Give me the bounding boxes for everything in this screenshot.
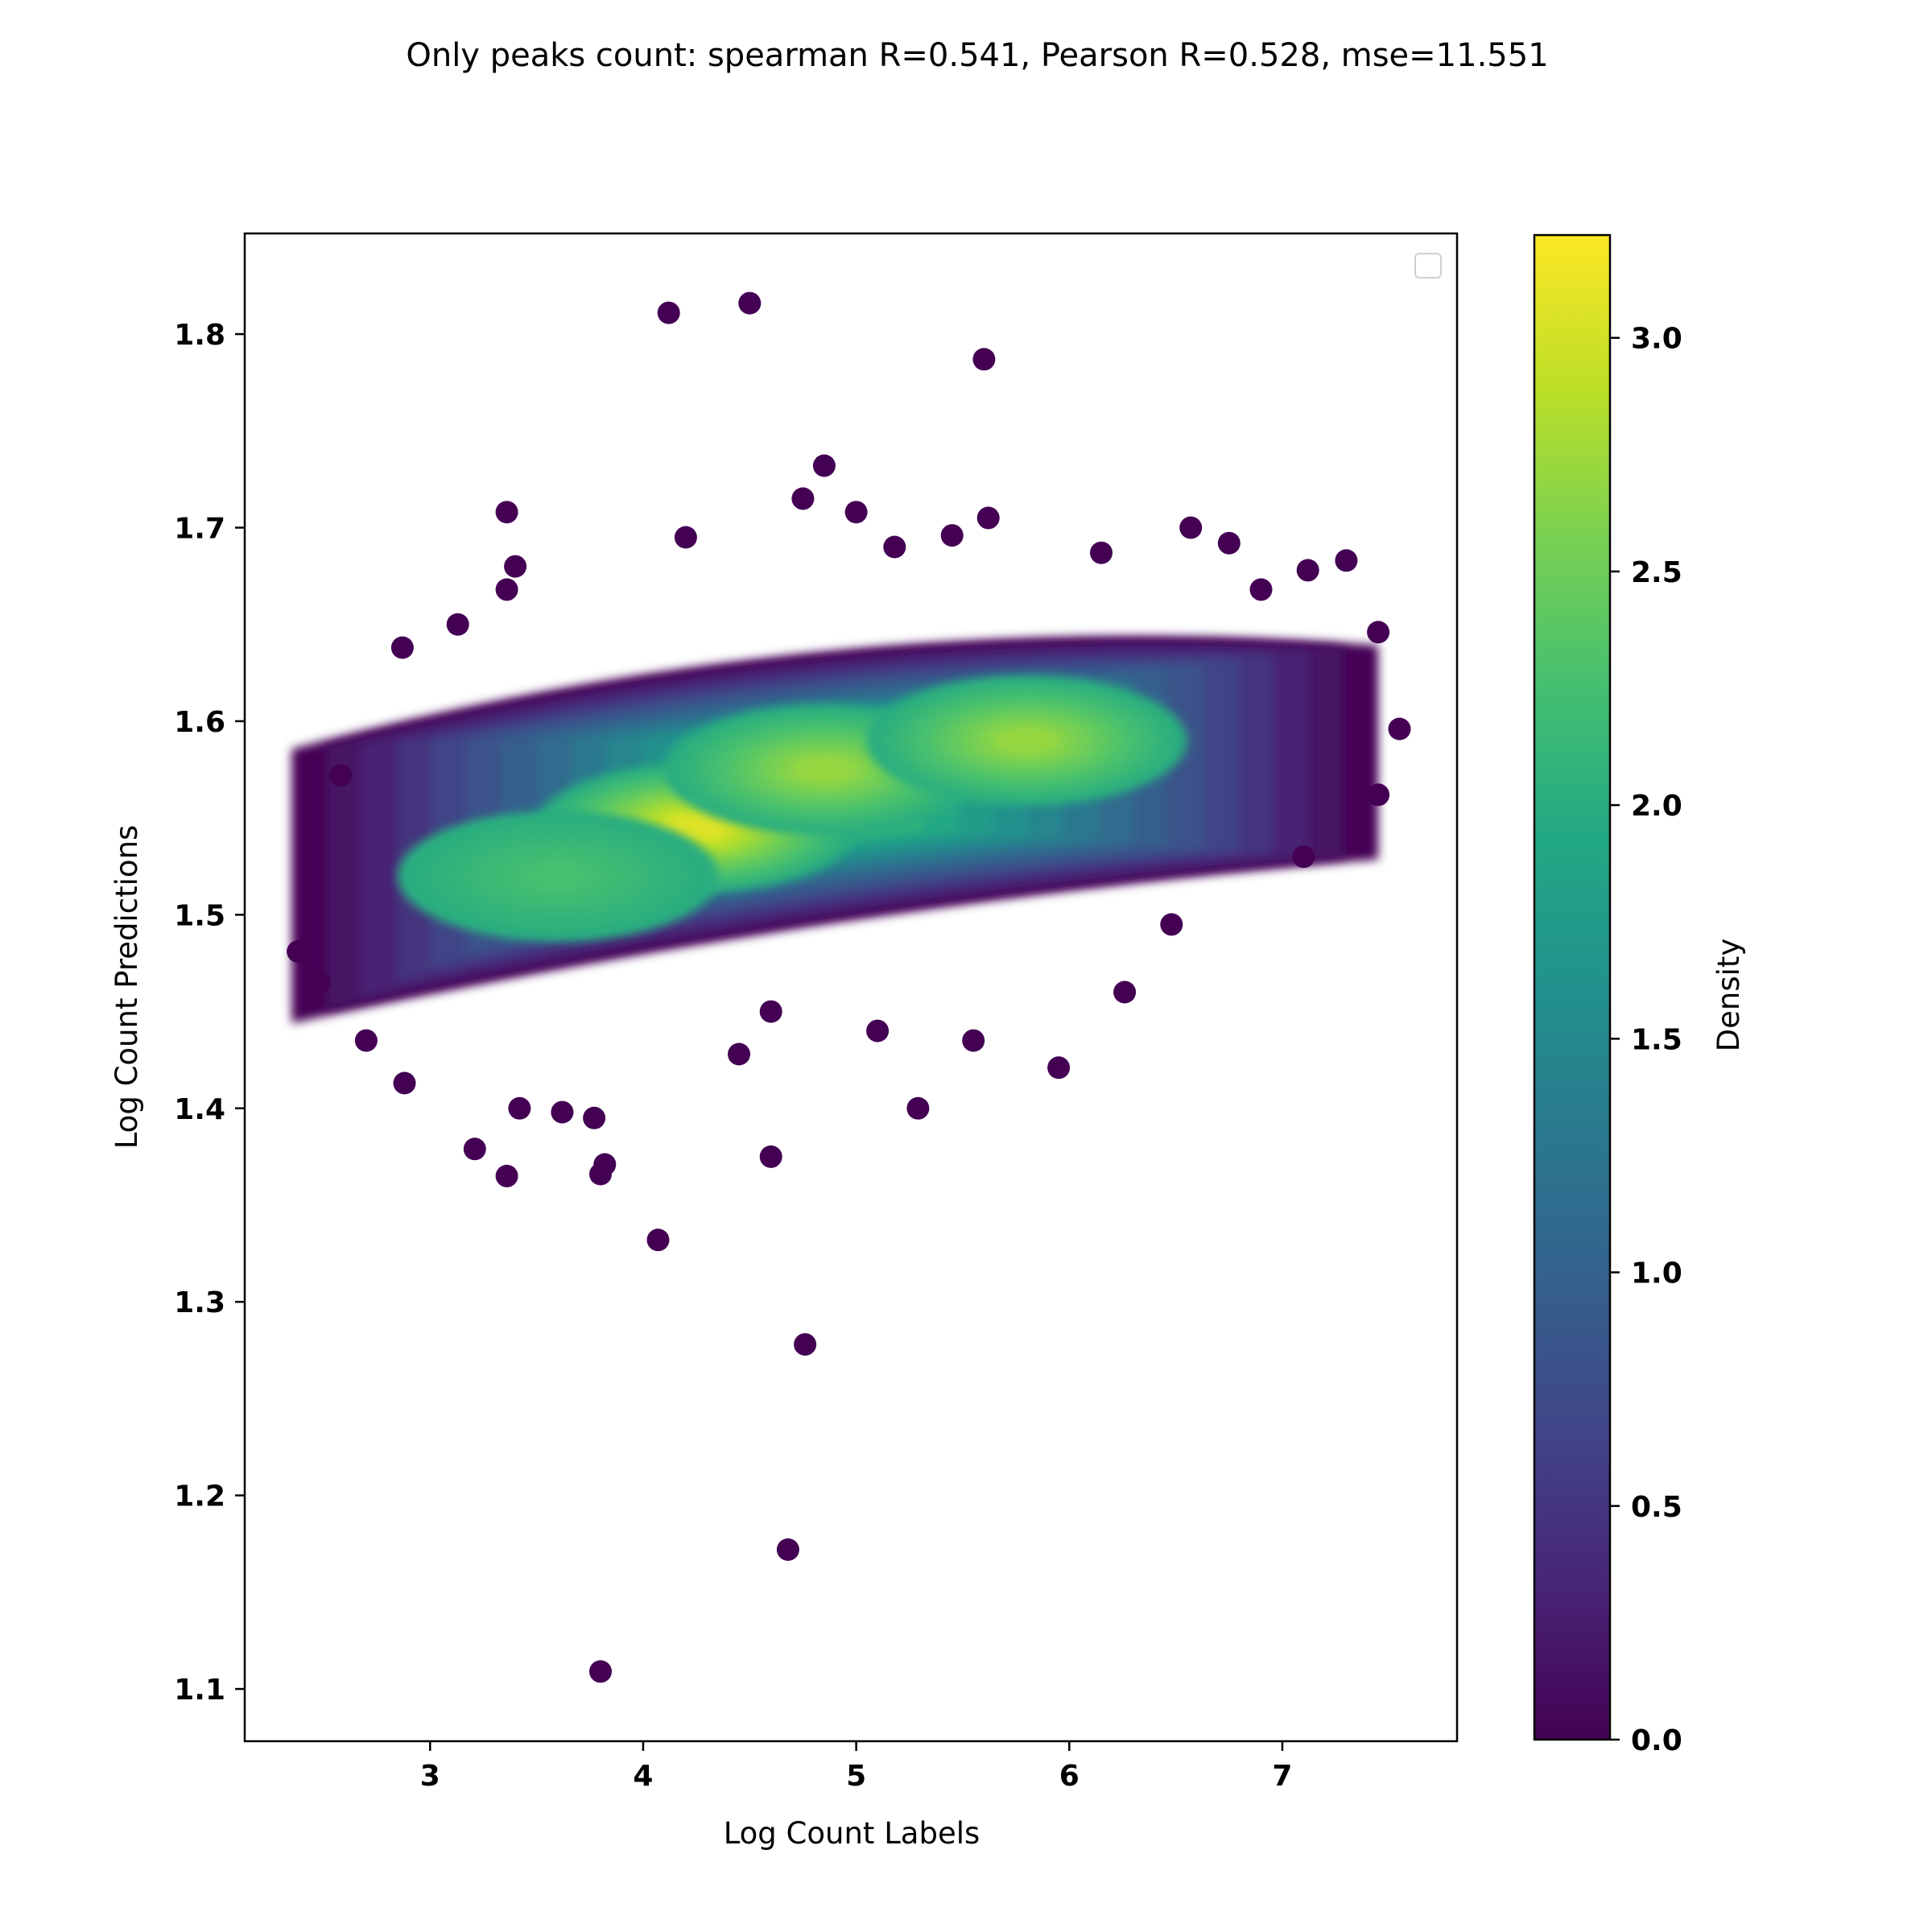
x-tick-label: 4 <box>633 1760 653 1793</box>
scatter-points <box>287 291 1411 1683</box>
y-tick-label: 1.1 <box>174 1674 225 1707</box>
y-tick-label: 1.8 <box>174 319 225 352</box>
scatter-point <box>504 555 527 578</box>
colorbar-tick-label: 0.0 <box>1631 1724 1682 1757</box>
scatter-point <box>791 487 815 510</box>
scatter-point <box>495 1164 518 1187</box>
scatter-point <box>906 1096 930 1120</box>
colorbar-label: Density <box>1711 939 1746 1052</box>
scatter-point <box>1367 621 1390 644</box>
scatter-point <box>646 1228 670 1252</box>
scatter-point <box>1090 541 1113 564</box>
scatter-point <box>551 1100 574 1124</box>
colorbar-tick-label: 2.0 <box>1631 790 1682 823</box>
colorbar <box>1533 233 1612 1741</box>
colorbar-tick-label: 3.0 <box>1631 323 1682 356</box>
density-region <box>291 636 1379 1024</box>
colorbar-tick-label: 1.5 <box>1631 1023 1682 1056</box>
scatter-point <box>674 526 697 549</box>
scatter-point <box>657 301 680 324</box>
scatter-point <box>1047 1056 1071 1080</box>
scatter-point <box>883 535 906 559</box>
scatter-point <box>583 1106 606 1129</box>
scatter-point <box>759 1000 782 1023</box>
y-tick-label: 1.7 <box>174 512 225 545</box>
scatter-point <box>728 1042 750 1066</box>
scatter-point <box>866 1019 890 1042</box>
y-axis-label: Log Count Predictions <box>109 825 144 1150</box>
x-tick-label: 7 <box>1272 1760 1292 1793</box>
scatter-point <box>844 501 868 524</box>
empty-legend-box <box>1414 253 1442 279</box>
y-tick-label: 1.5 <box>174 899 225 932</box>
scatter-point <box>308 971 331 994</box>
y-tick-label: 1.3 <box>174 1286 225 1319</box>
scatter-point <box>1296 559 1319 582</box>
scatter-point <box>446 613 469 636</box>
x-tick-label: 3 <box>420 1760 440 1793</box>
scatter-point <box>1217 531 1241 555</box>
scatter-point <box>354 1029 378 1052</box>
scatter-point <box>495 578 518 601</box>
x-tick-label: 6 <box>1059 1760 1080 1793</box>
density-cluster-3 <box>993 727 1060 754</box>
scatter-point <box>1335 549 1358 572</box>
colorbar-tick-label: 2.5 <box>1631 556 1682 589</box>
colorbar-tick-label: 0.5 <box>1631 1491 1682 1524</box>
scatter-point <box>1367 783 1390 807</box>
scatter-point <box>463 1137 486 1161</box>
chart-title: Only peaks count: spearman R=0.541, Pear… <box>406 37 1548 74</box>
scatter-point <box>390 636 414 659</box>
plot-frame <box>243 232 1459 1743</box>
colorbar-tick-label: 1.0 <box>1631 1257 1682 1290</box>
colorbar-ticks: 0.0 0.5 1.0 1.5 2.0 2.5 3.0 <box>1610 323 1682 1757</box>
density-cluster-4 <box>525 862 591 890</box>
x-axis-label: Log Count Labels <box>724 1816 980 1851</box>
scatter-point <box>812 454 836 477</box>
scatter-point <box>1249 578 1273 601</box>
scatter-point <box>759 1145 782 1168</box>
x-axis-ticks: 3 4 5 6 7 <box>420 1741 1292 1793</box>
scatter-point <box>962 1029 985 1052</box>
scatter-point <box>1113 980 1137 1004</box>
scatter-point <box>495 501 518 524</box>
scatter-point <box>738 291 762 315</box>
scatter-point <box>1179 516 1203 539</box>
scatter-point <box>1388 717 1411 741</box>
scatter-point <box>972 348 996 371</box>
scatter-point <box>589 1162 612 1186</box>
scatter-point <box>1160 913 1183 936</box>
scatter-point <box>287 940 310 963</box>
scatter-point <box>794 1333 817 1356</box>
scatter-point <box>776 1538 799 1561</box>
scatter-point <box>329 764 353 787</box>
y-tick-label: 1.4 <box>174 1093 225 1126</box>
y-tick-label: 1.2 <box>174 1480 225 1513</box>
y-tick-label: 1.6 <box>174 706 225 739</box>
density-cluster-2 <box>791 756 857 783</box>
y-axis-ticks: 1.1 1.2 1.3 1.4 1.5 1.6 1.7 1.8 <box>174 319 245 1707</box>
scatter-point <box>589 1660 612 1683</box>
scatter-point <box>508 1096 531 1120</box>
scatter-point <box>940 524 964 547</box>
x-tick-label: 5 <box>846 1760 866 1793</box>
scatter-point <box>1292 845 1315 869</box>
scatter-point <box>393 1071 416 1095</box>
scatter-point <box>976 506 1000 530</box>
